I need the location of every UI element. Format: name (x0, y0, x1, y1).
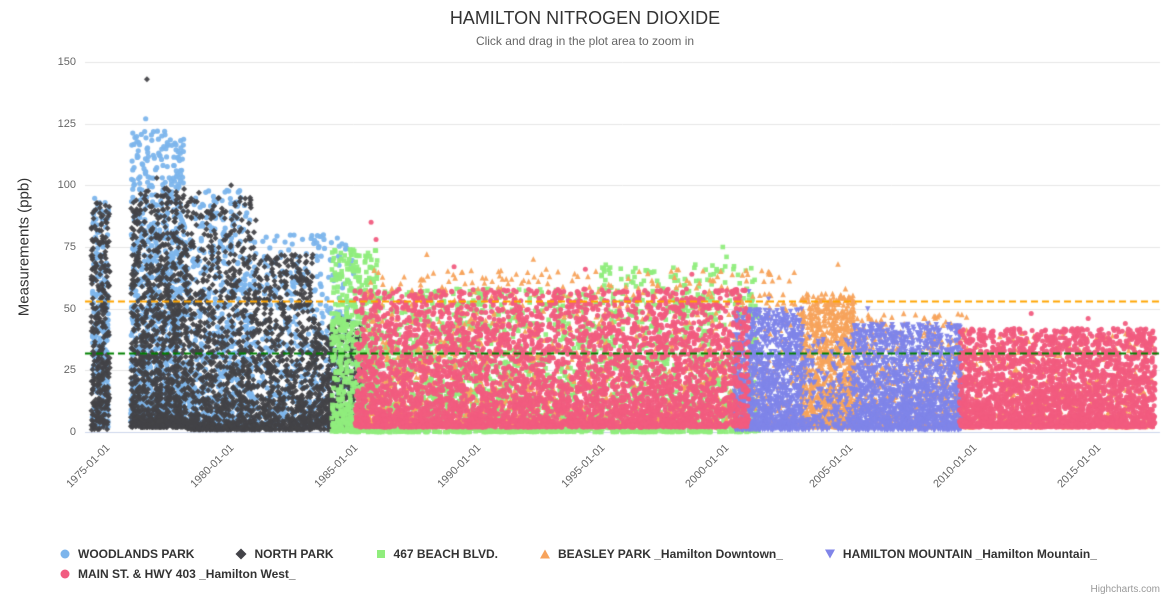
y-tick-label: 25 (63, 364, 76, 377)
legend-marker-circle-icon (60, 549, 70, 558)
y-tick-label: 150 (57, 56, 76, 68)
legend-item-label: 467 BEACH BLVD. (393, 546, 499, 561)
y-tick-label: 100 (57, 179, 76, 192)
legend-marker-triangle-icon (540, 549, 551, 558)
legend-marker-diamond-icon (235, 548, 247, 559)
y-tick-label: 0 (69, 426, 76, 438)
legend-marker-triangle-down-icon (824, 549, 835, 558)
y-axis-title: Measurements (ppb) (15, 177, 33, 317)
y-tick-label: 75 (63, 241, 76, 253)
legend-item-north-park[interactable]: NORTH PARK (234, 545, 334, 562)
chart-title: HAMILTON NITROGEN DIOXIDE (449, 8, 721, 28)
legend-item-label: WOODLANDS PARK (78, 546, 195, 561)
legend-marker-circle-icon (60, 569, 70, 578)
legend-item-label: HAMILTON MOUNTAIN _Hamilton Mountain_ (842, 546, 1097, 561)
legend-item-label: NORTH PARK (254, 546, 334, 561)
y-tick-label: 125 (57, 117, 76, 130)
chart-subtitle: Click and drag in the plot area to zoom … (475, 34, 695, 48)
legend-item-woodlands-park[interactable]: WOODLANDS PARK (58, 545, 194, 562)
y-tick-label: 50 (63, 302, 76, 315)
legend-marker-square-icon (376, 549, 385, 558)
legend-item-467-beach-blvd[interactable]: 467 BEACH BLVD. (374, 545, 498, 562)
legend-item-label: MAIN ST. & HWY 403 _Hamilton West_ (78, 566, 296, 581)
legend-item-main-st-hwy-403-hamilton-west[interactable]: MAIN ST. & HWY 403 _Hamilton West_ (58, 565, 296, 582)
legend-item-hamilton-mountain-hamilton-mountain[interactable]: HAMILTON MOUNTAIN _Hamilton Mountain_ (823, 545, 1097, 562)
highcharts-credit[interactable]: Highcharts.com (1090, 584, 1160, 595)
legend: WOODLANDS PARK NORTH PARK 467 BEACH BLVD. B… (58, 545, 1118, 582)
legend-item-label: BEASLEY PARK _Hamilton Downtown_ (558, 546, 783, 561)
legend-item-beasley-park-hamilton-downtown[interactable]: BEASLEY PARK _Hamilton Downtown_ (538, 545, 783, 562)
